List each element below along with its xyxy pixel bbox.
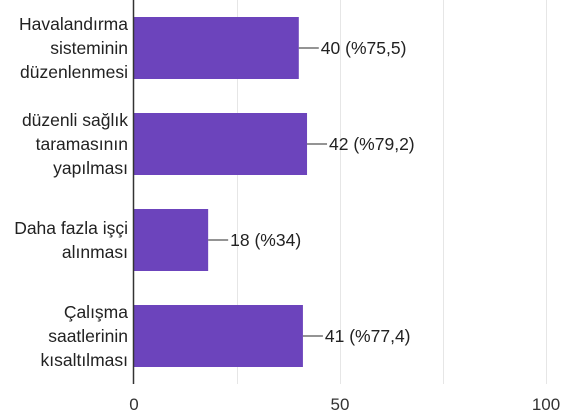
x-tick-label: 100 — [532, 395, 560, 414]
bar — [134, 209, 209, 271]
category-label: düzenli sağlık — [22, 110, 128, 130]
category-label: Daha fazla işçi — [14, 218, 128, 238]
data-label: 42 (%79,2) — [329, 134, 415, 154]
category-label: saatlerinin — [48, 326, 128, 346]
x-tick-label: 50 — [331, 395, 350, 414]
category-label: taramasının — [36, 134, 128, 154]
x-tick-label: 0 — [129, 395, 138, 414]
data-label-connectors — [208, 47, 328, 337]
data-label: 41 (%77,4) — [325, 326, 411, 346]
bar — [134, 305, 303, 367]
category-label: Havalandırma — [19, 14, 128, 34]
category-label: düzenlenmesi — [20, 62, 128, 82]
bars — [134, 17, 308, 367]
data-label: 40 (%75,5) — [321, 38, 407, 58]
category-label: kısaltılması — [40, 350, 128, 370]
category-label: Çalışma — [64, 302, 128, 322]
labels: 40 (%75,5) Havalandırma sisteminin düzenlen… — [14, 14, 560, 414]
category-label: sisteminin — [50, 38, 128, 58]
category-label: alınması — [62, 242, 128, 262]
category-label: yapılması — [53, 158, 128, 178]
bar — [134, 17, 299, 79]
bar — [134, 113, 308, 175]
data-label: 18 (%34) — [230, 230, 301, 250]
